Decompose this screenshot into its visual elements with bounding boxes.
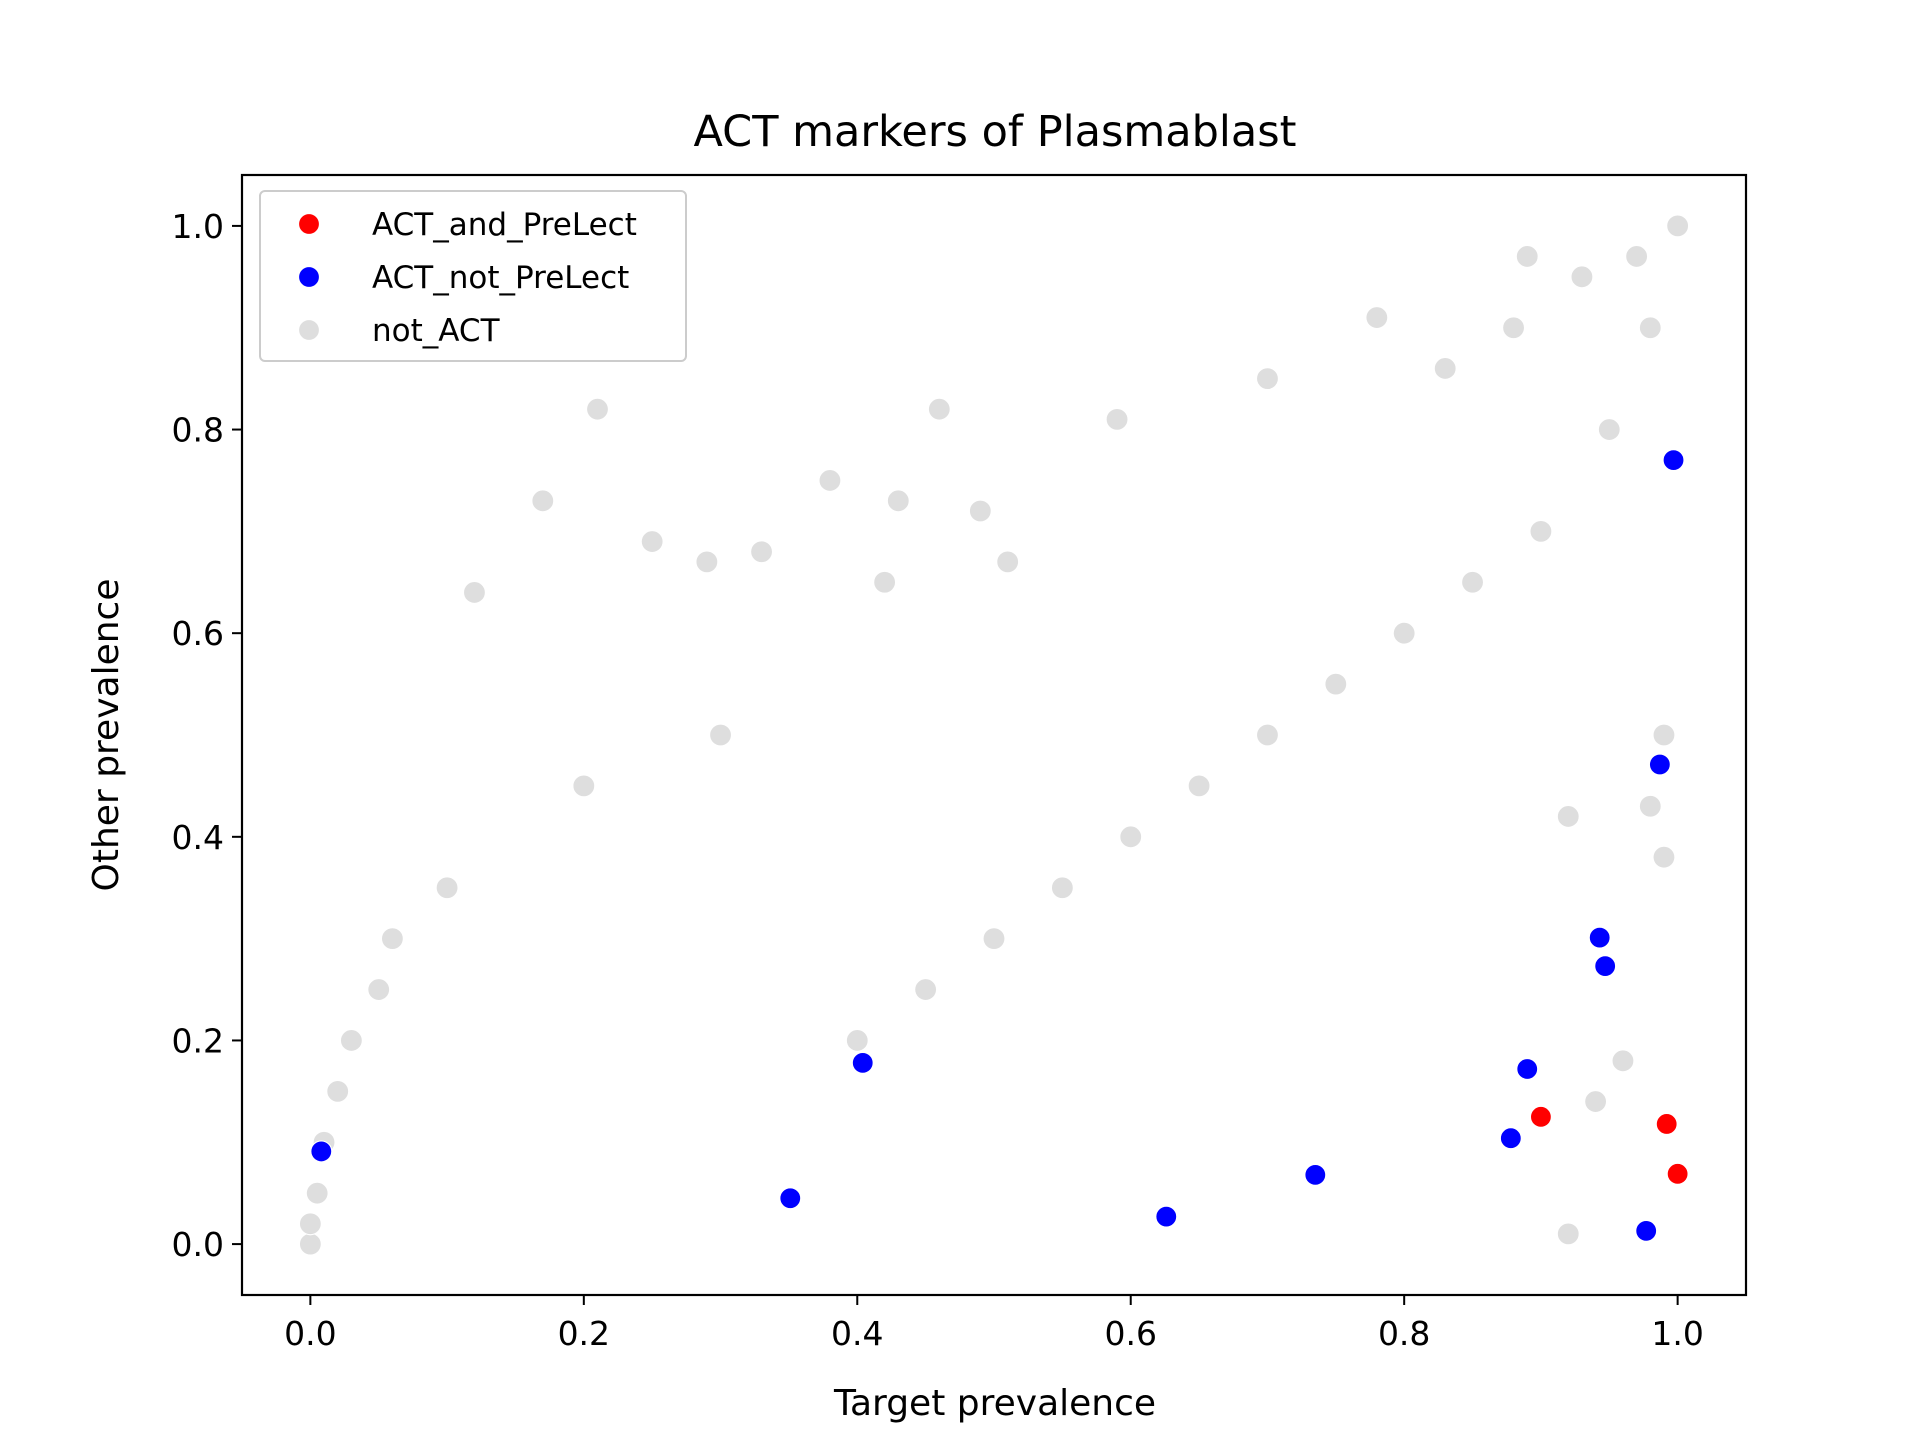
point-not-act xyxy=(708,723,733,747)
point-not-act xyxy=(1652,845,1676,869)
x-axis: 0.0 0.2 0.4 0.6 0.8 1.0 xyxy=(284,1295,1704,1353)
point-not-act xyxy=(572,774,596,798)
point-not-act xyxy=(749,540,774,564)
point-act-and-prelect xyxy=(1666,1162,1689,1185)
y-tick-label: 1.0 xyxy=(172,207,224,246)
point-not-act xyxy=(1365,305,1389,330)
legend-marker xyxy=(297,318,321,342)
legend-box xyxy=(259,190,687,362)
point-act-not-prelect xyxy=(1648,753,1671,776)
legend-label: ACT_and_PreLect xyxy=(372,207,637,243)
y-axis-label: Other prevalence xyxy=(86,579,127,892)
legend-marker xyxy=(297,265,321,289)
point-act-and-prelect xyxy=(1529,1105,1553,1128)
point-act-and-prelect xyxy=(1655,1112,1678,1136)
point-act-not-prelect xyxy=(1662,448,1685,472)
point-not-act xyxy=(339,1028,363,1053)
y-tick-label: 0.8 xyxy=(172,411,224,450)
point-not-act xyxy=(1652,723,1676,747)
point-not-act xyxy=(886,489,910,513)
point-not-act xyxy=(1187,774,1211,798)
point-not-act xyxy=(1119,825,1143,849)
legend-label: ACT_not_PreLect xyxy=(372,260,629,296)
point-act-not-prelect xyxy=(1635,1219,1658,1242)
point-not-act xyxy=(462,580,487,605)
point-act-not-prelect xyxy=(310,1140,333,1163)
points-layer xyxy=(298,214,1690,1256)
point-not-act xyxy=(640,529,664,554)
point-not-act xyxy=(1392,621,1416,645)
legend: ACT_and_PreLect ACT_not_PreLect not_ACT xyxy=(259,190,687,362)
point-not-act xyxy=(1515,244,1539,269)
point-not-act xyxy=(1460,570,1485,594)
point-not-act xyxy=(1324,672,1348,696)
point-act-not-prelect xyxy=(1499,1127,1522,1150)
legend-marker xyxy=(297,212,321,236)
point-not-act xyxy=(305,1181,329,1205)
x-tick-label: 0.8 xyxy=(1378,1314,1430,1353)
chart-title: ACT markers of Plasmablast xyxy=(694,107,1297,157)
point-not-act xyxy=(1050,876,1074,900)
point-not-act xyxy=(1625,244,1649,269)
x-tick-label: 0.4 xyxy=(831,1314,883,1353)
point-not-act xyxy=(1105,407,1129,431)
point-not-act xyxy=(1556,1222,1580,1246)
point-not-act xyxy=(1666,214,1690,238)
point-not-act xyxy=(845,1028,869,1053)
legend-label: not_ACT xyxy=(372,313,501,349)
y-axis: 0.0 0.2 0.4 0.6 0.8 1.0 xyxy=(172,207,242,1264)
point-act-not-prelect xyxy=(851,1051,874,1074)
point-not-act xyxy=(1597,417,1621,442)
point-act-not-prelect xyxy=(1516,1057,1539,1081)
point-not-act xyxy=(1501,316,1526,340)
point-not-act xyxy=(1255,367,1280,391)
point-not-act xyxy=(982,927,1006,951)
y-tick-label: 0.6 xyxy=(172,614,224,653)
point-not-act xyxy=(1433,356,1457,381)
point-not-act xyxy=(1638,316,1662,340)
x-tick-label: 0.0 xyxy=(284,1314,336,1353)
point-not-act xyxy=(435,876,459,900)
point-not-act xyxy=(326,1079,350,1103)
y-tick-label: 0.2 xyxy=(172,1021,224,1060)
point-not-act xyxy=(818,468,842,493)
x-tick-label: 0.2 xyxy=(558,1314,610,1353)
point-act-not-prelect xyxy=(1304,1163,1327,1186)
point-act-not-prelect xyxy=(1588,926,1611,949)
point-not-act xyxy=(380,927,404,951)
point-act-not-prelect xyxy=(1155,1205,1178,1228)
plot-frame xyxy=(240,173,1748,1297)
point-not-act xyxy=(927,397,951,421)
point-not-act xyxy=(531,489,555,513)
point-act-not-prelect xyxy=(1594,955,1617,978)
point-not-act xyxy=(585,397,610,421)
point-not-act xyxy=(914,977,938,1002)
point-not-act xyxy=(367,977,391,1002)
y-tick-label: 0.4 xyxy=(172,818,224,857)
point-not-act xyxy=(1556,804,1580,829)
x-axis-label: Target prevalence xyxy=(833,1383,1156,1424)
point-not-act xyxy=(873,570,897,594)
point-not-act xyxy=(298,1212,322,1236)
x-tick-label: 0.6 xyxy=(1104,1314,1156,1353)
point-not-act xyxy=(1570,265,1594,289)
point-not-act xyxy=(1529,519,1553,543)
point-not-act xyxy=(695,550,719,574)
point-not-act xyxy=(1583,1089,1608,1114)
point-act-not-prelect xyxy=(779,1187,802,1210)
point-not-act xyxy=(1638,794,1662,818)
point-not-act xyxy=(1255,723,1280,747)
point-not-act xyxy=(968,499,992,523)
point-not-act xyxy=(996,550,1020,574)
y-tick-label: 0.0 xyxy=(172,1225,224,1264)
x-tick-label: 1.0 xyxy=(1651,1314,1703,1353)
point-not-act xyxy=(1611,1049,1635,1073)
point-not-act xyxy=(298,1232,322,1256)
